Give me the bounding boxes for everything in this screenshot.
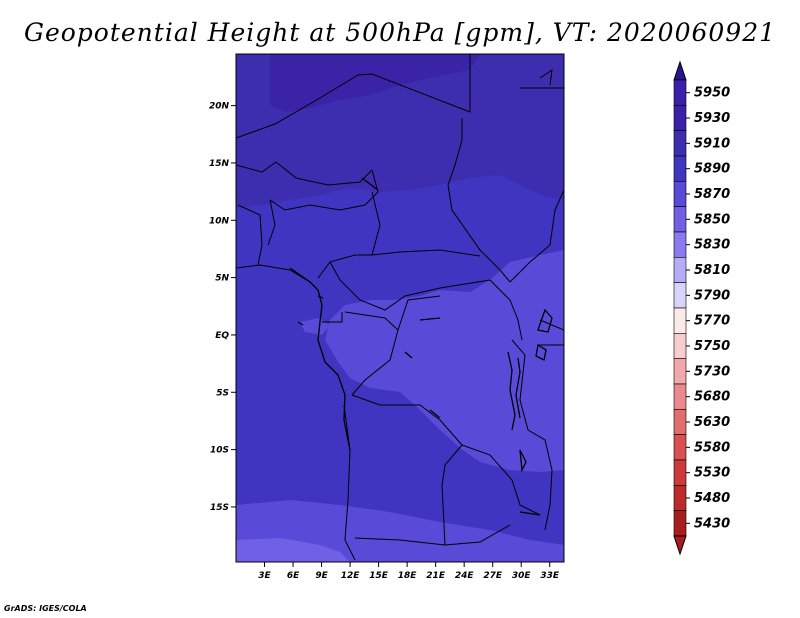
colorbar-swatch: [673, 459, 687, 486]
chart-title: Geopotential Height at 500hPa [gpm], VT:…: [23, 18, 777, 47]
lon-tick-label: 9E: [315, 571, 328, 581]
colorbar-swatch: [673, 434, 687, 461]
colorbar-swatch: [673, 79, 687, 106]
lat-tick-label: 5N: [215, 274, 229, 284]
colorbar-top-arrow: [673, 60, 687, 81]
lon-tick-label: 33E: [540, 571, 560, 581]
colorbar-swatch: [673, 130, 687, 157]
colorbar-label: 5930: [694, 111, 730, 126]
colorbar-label: 5790: [694, 288, 730, 303]
colorbar-swatch: [673, 105, 687, 131]
lon-tick-label: 27E: [483, 571, 503, 581]
colorbar-swatch: [673, 282, 687, 309]
colorbar-label: 5530: [694, 466, 730, 481]
colorbar-label: 5950: [694, 86, 730, 101]
map-frame: [235, 53, 565, 563]
lat-tick-label: 10S: [210, 446, 229, 456]
lat-tick-label: 15N: [209, 159, 230, 169]
colorbar-label: 5580: [694, 440, 730, 455]
colorbar-swatch: [673, 485, 687, 511]
lon-tick-label: 21E: [426, 571, 446, 581]
lat-tick-label: 5S: [216, 388, 229, 398]
colorbar-swatch: [673, 307, 687, 334]
lat-tick-label: 15S: [210, 503, 229, 513]
contour-5850-southwest: [236, 538, 350, 562]
lon-tick-label: 18E: [398, 571, 418, 581]
country-borders: [236, 54, 564, 561]
lon-tick-label: 6E: [287, 571, 300, 581]
colorbar-swatch: [673, 231, 687, 258]
colorbar-swatch: [673, 510, 687, 537]
colorbar-label: 5630: [694, 415, 730, 430]
colorbar-swatch: [673, 358, 687, 385]
colorbar-label: 5890: [694, 162, 730, 177]
colorbar-swatch: [673, 409, 687, 435]
lon-tick-label: 30E: [512, 571, 532, 581]
colorbar-swatch: [673, 181, 687, 207]
coastlines: [289, 177, 553, 516]
colorbar-label: 5850: [694, 212, 730, 227]
colorbar-swatch: [673, 333, 687, 359]
colorbar-label: 5430: [694, 516, 730, 531]
colorbar-swatch: [673, 155, 687, 182]
colorbar: 5950 5930 5910 5890 5870 5850 5830 5810 5790 5770…: [673, 60, 730, 556]
colorbar-label: 5810: [694, 263, 730, 278]
lon-tick-label: 12E: [341, 571, 361, 581]
colorbar-label: 5480: [694, 491, 730, 506]
colorbar-bottom-arrow: [673, 535, 687, 556]
credit-text: GrADS: IGES/COLA: [4, 604, 87, 613]
colorbar-label: 5770: [694, 314, 730, 329]
lat-tick-label: 10N: [209, 216, 230, 226]
colorbar-label: 5910: [694, 136, 730, 151]
colorbar-label: 5730: [694, 364, 730, 379]
lat-tick-label: EQ: [215, 331, 229, 341]
lon-tick-label: 3E: [258, 571, 271, 581]
colorbar-swatch: [673, 257, 687, 283]
colorbar-swatch: [673, 206, 687, 233]
colorbar-label: 5750: [694, 339, 730, 354]
height-field: [236, 54, 564, 562]
lon-tick-label: 15E: [369, 571, 389, 581]
lon-tick-label: 24E: [455, 571, 475, 581]
colorbar-label: 5680: [694, 390, 730, 405]
longitude-axis: 3E 6E 9E 12E 15E 18E 21E 24E 27E 30E 33E: [258, 562, 560, 581]
colorbar-swatch: [673, 383, 687, 410]
colorbar-label: 5830: [694, 238, 730, 253]
contour-5930-north: [270, 54, 480, 112]
lat-tick-label: 20N: [209, 102, 230, 112]
latitude-axis: 20N 15N 10N 5N EQ 5S 10S 15S: [209, 102, 236, 513]
colorbar-label: 5870: [694, 187, 730, 202]
contour-5870-central: [325, 250, 564, 472]
